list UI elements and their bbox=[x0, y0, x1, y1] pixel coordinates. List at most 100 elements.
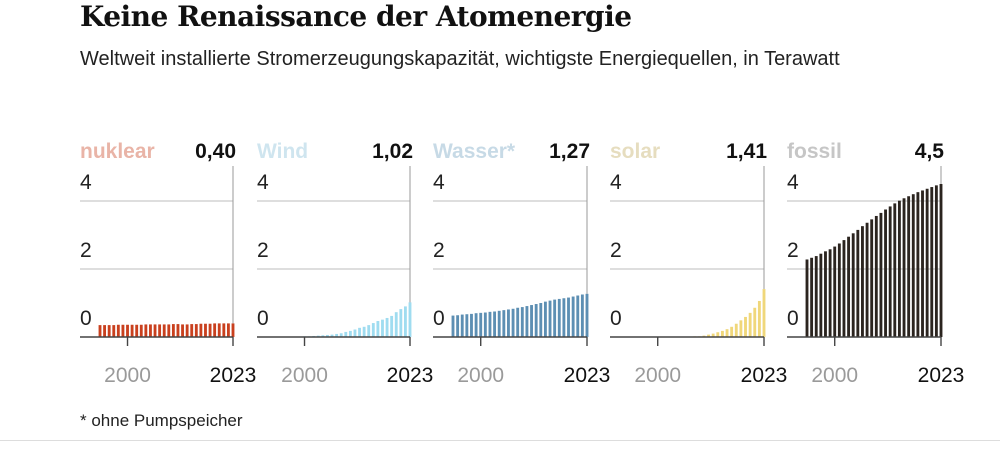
y-tick-label: 2 bbox=[610, 239, 622, 262]
bar-2015 bbox=[548, 300, 552, 337]
y-tick-label: 4 bbox=[610, 171, 622, 194]
bar-2019 bbox=[744, 316, 747, 337]
bar-1997 bbox=[112, 325, 116, 337]
y-tick-label: 0 bbox=[610, 307, 622, 330]
y-tick-label: 4 bbox=[433, 171, 445, 194]
panel-fossil: 0 2 4 2000 2023 fossil 4,5 bbox=[787, 140, 964, 387]
bar-2015 bbox=[371, 323, 375, 337]
bottom-divider bbox=[0, 440, 1000, 441]
bar-2023 bbox=[408, 302, 412, 337]
bar-1997 bbox=[819, 253, 823, 337]
panel-value-2023: 0,40 bbox=[195, 140, 236, 163]
x-tick-label-2023: 2023 bbox=[918, 364, 965, 387]
bar-2009 bbox=[520, 307, 524, 337]
bar-2006 bbox=[153, 324, 157, 337]
panel-wasser: 0 2 4 2000 2023 Wasser* 1,27 bbox=[433, 140, 610, 387]
bar-2020 bbox=[748, 312, 752, 337]
panel-value-2023: 1,27 bbox=[549, 140, 590, 163]
bar-1996 bbox=[107, 325, 111, 337]
bar-2015 bbox=[725, 329, 729, 337]
bar-2006 bbox=[330, 334, 334, 337]
bar-2010 bbox=[171, 324, 175, 337]
bar-2020 bbox=[217, 323, 221, 337]
bar-2012 bbox=[534, 304, 538, 337]
bar-2011 bbox=[884, 209, 887, 337]
x-tick-label-2023: 2023 bbox=[387, 364, 434, 387]
bar-2009 bbox=[344, 331, 348, 337]
bar-2005 bbox=[326, 334, 329, 337]
bar-2013 bbox=[893, 203, 897, 337]
panel-value-2023: 1,02 bbox=[372, 140, 413, 163]
bar-2022 bbox=[580, 294, 584, 337]
x-tick-label-2000: 2000 bbox=[281, 364, 328, 387]
y-tick-label: 4 bbox=[80, 171, 92, 194]
bar-2014 bbox=[543, 301, 547, 337]
bar-2012 bbox=[358, 327, 361, 337]
bar-2006 bbox=[861, 226, 864, 337]
y-tick-label: 0 bbox=[80, 307, 92, 330]
chart-title: Keine Renaissance der Atomenergie bbox=[80, 0, 632, 33]
bar-2004 bbox=[851, 233, 855, 337]
bar-2018 bbox=[385, 317, 389, 337]
panel-value-2023: 1,41 bbox=[726, 140, 767, 163]
bar-2015 bbox=[902, 198, 906, 337]
x-tick-label-2023: 2023 bbox=[210, 364, 257, 387]
bar-1999 bbox=[121, 324, 125, 337]
bar-2003 bbox=[493, 311, 497, 337]
bar-2002 bbox=[488, 311, 492, 337]
y-tick-label: 2 bbox=[433, 239, 445, 262]
bar-2010 bbox=[525, 306, 529, 337]
bar-2016 bbox=[199, 323, 203, 337]
bar-2013 bbox=[716, 332, 720, 337]
x-tick-label-2023: 2023 bbox=[741, 364, 788, 387]
bar-2021 bbox=[576, 295, 580, 337]
bar-2003 bbox=[847, 236, 851, 337]
bar-2007 bbox=[158, 324, 162, 337]
bar-2021 bbox=[930, 187, 934, 337]
bar-1998 bbox=[824, 251, 827, 337]
panel-nuklear: 0 2 4 2000 2023 nuklear 0,40 bbox=[80, 140, 256, 387]
y-tick-label: 2 bbox=[80, 239, 92, 262]
bar-2002 bbox=[842, 240, 846, 337]
bar-2011 bbox=[176, 324, 180, 337]
bar-1994 bbox=[98, 325, 102, 337]
bar-1995 bbox=[456, 315, 460, 337]
x-tick-label-2000: 2000 bbox=[457, 364, 504, 387]
bar-2000 bbox=[833, 246, 837, 337]
bar-2000 bbox=[479, 312, 483, 337]
y-tick-label: 2 bbox=[787, 239, 799, 262]
bar-2023 bbox=[585, 293, 589, 337]
panel-solar: 0 2 4 2000 2023 solar 1,41 bbox=[610, 140, 787, 387]
bar-2016 bbox=[553, 299, 557, 337]
bar-2009 bbox=[167, 324, 171, 337]
bar-1998 bbox=[470, 313, 473, 337]
bar-2018 bbox=[739, 320, 743, 337]
bar-2012 bbox=[181, 324, 184, 337]
bar-2020 bbox=[925, 188, 929, 337]
bar-2002 bbox=[135, 324, 139, 337]
bar-2017 bbox=[911, 194, 915, 337]
bar-2018 bbox=[562, 298, 566, 337]
bar-2019 bbox=[390, 315, 394, 337]
bar-2017 bbox=[557, 298, 561, 337]
bar-2023 bbox=[762, 289, 766, 337]
bar-2003 bbox=[139, 324, 143, 337]
bar-2020 bbox=[571, 296, 575, 337]
bar-2013 bbox=[539, 303, 543, 337]
panel-name: Wasser* bbox=[433, 140, 516, 163]
panel-name: nuklear bbox=[80, 140, 155, 163]
bar-2012 bbox=[888, 206, 892, 337]
bar-2017 bbox=[734, 323, 738, 337]
chart-subtitle: Weltweit installierte Stromerzeugungskap… bbox=[80, 48, 840, 70]
bar-2010 bbox=[879, 212, 883, 337]
bar-2019 bbox=[921, 190, 924, 337]
bar-2004 bbox=[144, 324, 148, 337]
bar-2014 bbox=[367, 325, 371, 337]
y-tick-label: 2 bbox=[257, 239, 269, 262]
bar-2001 bbox=[483, 312, 487, 337]
bar-1996 bbox=[814, 256, 818, 337]
bar-1999 bbox=[474, 313, 478, 337]
bar-1994 bbox=[451, 315, 455, 337]
bar-2004 bbox=[497, 310, 501, 337]
